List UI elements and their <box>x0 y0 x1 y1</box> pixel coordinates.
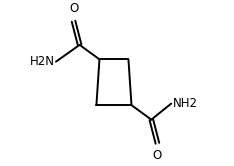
Text: NH2: NH2 <box>173 97 198 110</box>
Text: O: O <box>153 149 162 162</box>
Text: H2N: H2N <box>29 55 55 68</box>
Text: O: O <box>69 2 78 15</box>
